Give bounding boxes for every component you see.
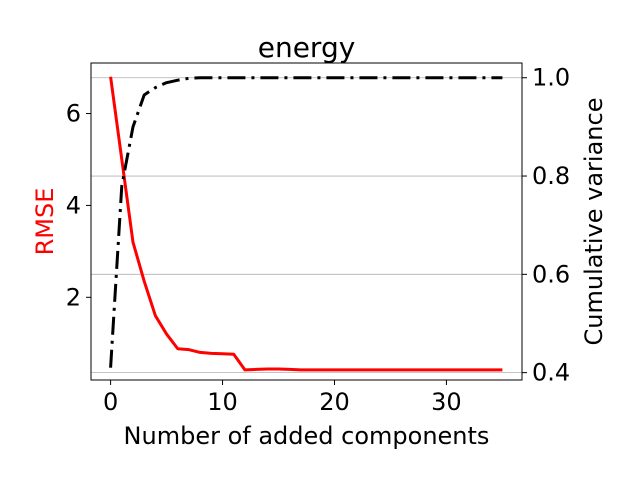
y-right-tick-label-3: 1.0 (532, 64, 570, 92)
y-axis-label-left: RMSE (31, 188, 59, 256)
x-tick-label-10: 10 (207, 388, 238, 416)
y-axis-label-right: Cumulative variance (580, 98, 608, 346)
series-layer (109, 76, 503, 372)
x-axis-label: Number of added components (124, 422, 490, 450)
x-tick-label-30: 30 (431, 388, 462, 416)
chart-title: energy (258, 31, 356, 64)
grid-layer (91, 77, 522, 374)
ticks-layer: 0 10 20 30 2 4 6 0.4 0.6 0.8 1.0 (66, 64, 570, 416)
series-line-cumulative-variance (109, 76, 503, 368)
x-tick-label-0: 0 (103, 388, 118, 416)
y-left-tick-label-2: 2 (66, 283, 81, 311)
plot-frame (90, 62, 523, 381)
axes-layer (90, 62, 523, 381)
y-right-tick-label-1: 0.6 (532, 260, 570, 288)
y-right-tick-label-2: 0.8 (532, 162, 570, 190)
y-right-tick-label-0: 0.4 (532, 359, 570, 387)
series-line-rmse (109, 76, 503, 372)
x-tick-label-20: 20 (319, 388, 350, 416)
y-left-tick-label-6: 6 (66, 100, 81, 128)
y-left-tick-label-4: 4 (66, 191, 81, 219)
